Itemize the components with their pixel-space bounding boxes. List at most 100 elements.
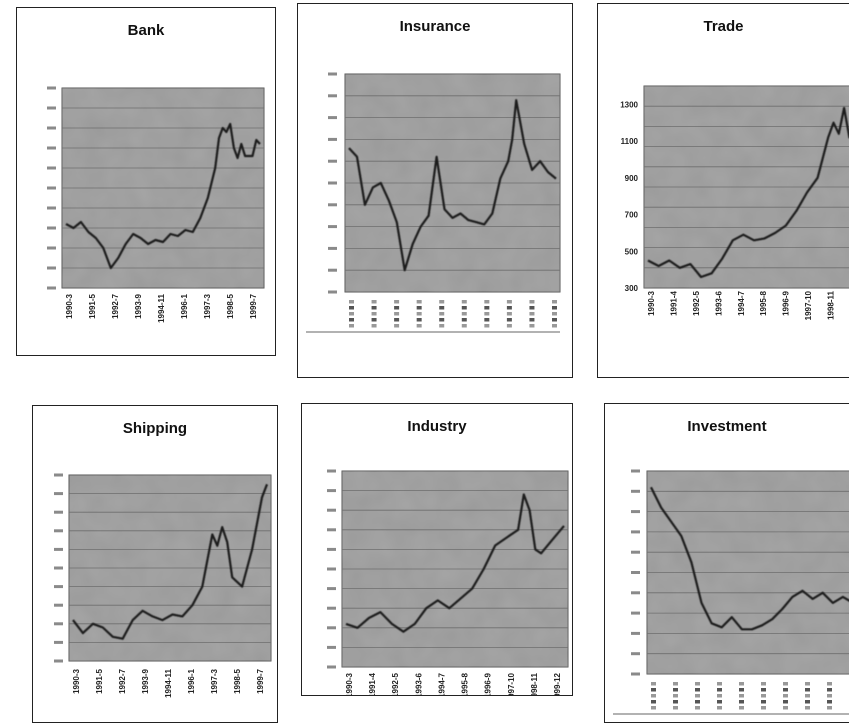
x-tick-mark <box>717 706 722 710</box>
x-tick-label: 1996-1 <box>180 293 189 318</box>
x-tick-mark <box>349 312 354 316</box>
x-tick-label: 1997-3 <box>203 293 212 318</box>
x-tick-mark <box>651 682 656 686</box>
x-tick-mark <box>827 682 832 686</box>
y-tick-mark <box>47 226 56 230</box>
x-tick-mark <box>783 700 788 704</box>
x-tick-label: 1997-10 <box>507 672 516 696</box>
y-tick-mark <box>631 672 640 676</box>
y-tick-mark <box>328 181 337 185</box>
chart-svg: 1990-3 1991-5 1992-7 1993-9 1994-11 1996-1 199… <box>47 86 265 323</box>
y-tick-mark <box>327 606 336 610</box>
y-tick-mark <box>631 469 640 473</box>
x-tick-mark <box>439 324 445 328</box>
y-tick-mark <box>47 206 56 210</box>
x-tick-label: 1995-8 <box>759 290 768 315</box>
x-tick-mark <box>529 312 535 316</box>
x-tick-mark <box>461 312 467 316</box>
x-tick-mark <box>739 694 744 698</box>
y-tick-mark <box>47 126 56 130</box>
x-tick-mark <box>827 706 832 710</box>
x-tick-mark <box>506 312 512 316</box>
x-tick-label: 1990-3 <box>345 672 354 696</box>
x-tick-mark <box>529 324 535 328</box>
x-tick-label: 1997-10 <box>804 290 813 320</box>
y-tick-mark <box>327 469 336 473</box>
y-tick-mark <box>47 286 56 290</box>
x-tick-mark <box>695 682 700 686</box>
y-tick-mark <box>328 246 337 250</box>
series-line <box>72 483 269 640</box>
x-tick-mark <box>651 706 656 710</box>
y-tick-mark <box>47 246 56 250</box>
x-tick-label: 1990-3 <box>72 668 81 693</box>
x-tick-mark <box>805 688 810 692</box>
y-tick-mark <box>54 585 63 589</box>
y-tick-mark <box>328 159 337 163</box>
y-tick-label: 1100 <box>621 137 639 146</box>
y-tick-mark <box>54 640 63 644</box>
x-tick-mark <box>529 318 535 322</box>
y-tick-mark <box>328 290 337 294</box>
x-tick-mark <box>739 700 744 704</box>
y-tick-mark <box>47 106 56 110</box>
series-line <box>65 122 261 270</box>
x-tick-mark <box>394 306 400 310</box>
x-tick-mark <box>416 300 422 304</box>
x-tick-mark <box>461 324 467 328</box>
x-tick-mark <box>371 306 377 310</box>
x-tick-mark <box>739 706 744 710</box>
x-tick-mark <box>805 706 810 710</box>
y-tick-mark <box>54 492 63 496</box>
x-tick-mark <box>805 700 810 704</box>
x-tick-mark <box>371 324 377 328</box>
y-tick-mark <box>631 631 640 635</box>
x-tick-mark <box>349 318 354 322</box>
x-tick-mark <box>461 300 467 304</box>
x-tick-mark <box>761 694 766 698</box>
x-tick-label: 1993-6 <box>414 672 423 696</box>
x-tick-mark <box>552 324 557 328</box>
x-tick-mark <box>439 306 445 310</box>
x-tick-mark <box>717 694 722 698</box>
x-tick-label: 1992-5 <box>692 290 701 315</box>
chart-panel-trade: Trade 300 500 700 900 1100 1300 1990-3 1991-4 19… <box>597 3 849 378</box>
x-tick-mark <box>552 300 557 304</box>
x-tick-mark <box>695 688 700 692</box>
x-tick-label: 1996-9 <box>782 290 791 315</box>
y-tick-mark <box>54 603 63 607</box>
chart-svg: 1990-3 1991-5 1992-7 1993-9 1994-11 1996-1 199… <box>54 473 272 698</box>
chart-panel-shipping: Shipping 1990-3 1991-5 1992-7 1993-9 1994-11… <box>32 405 278 723</box>
x-tick-label: 1994-7 <box>737 290 746 315</box>
x-tick-mark <box>439 300 445 304</box>
x-tick-mark <box>484 300 490 304</box>
y-tick-mark <box>327 508 336 512</box>
x-tick-label: 1996-1 <box>187 668 196 693</box>
y-tick-mark <box>631 489 640 493</box>
chart-title: Investment <box>687 418 767 435</box>
x-tick-mark <box>349 300 354 304</box>
y-tick-mark <box>327 587 336 591</box>
chart-title: Trade <box>703 18 744 35</box>
y-tick-mark <box>47 186 56 190</box>
x-tick-mark <box>695 706 700 710</box>
y-tick-mark <box>54 547 63 551</box>
y-tick-mark <box>327 645 336 649</box>
x-tick-label: 1990-3 <box>65 293 74 318</box>
y-tick-mark <box>47 146 56 150</box>
y-tick-mark <box>328 72 337 76</box>
x-tick-mark <box>827 694 832 698</box>
x-tick-mark <box>761 706 766 710</box>
y-tick-mark <box>328 116 337 120</box>
y-tick-mark <box>54 510 63 514</box>
x-tick-label: 1993-6 <box>714 290 723 315</box>
chart-title: Insurance <box>399 18 471 35</box>
y-tick-mark <box>328 203 337 207</box>
x-tick-mark <box>439 312 445 316</box>
y-tick-mark <box>54 529 63 533</box>
x-tick-mark <box>761 700 766 704</box>
series-line <box>348 99 557 272</box>
x-tick-mark <box>739 688 744 692</box>
x-tick-label: 1990-3 <box>647 290 656 315</box>
y-tick-mark <box>631 611 640 615</box>
